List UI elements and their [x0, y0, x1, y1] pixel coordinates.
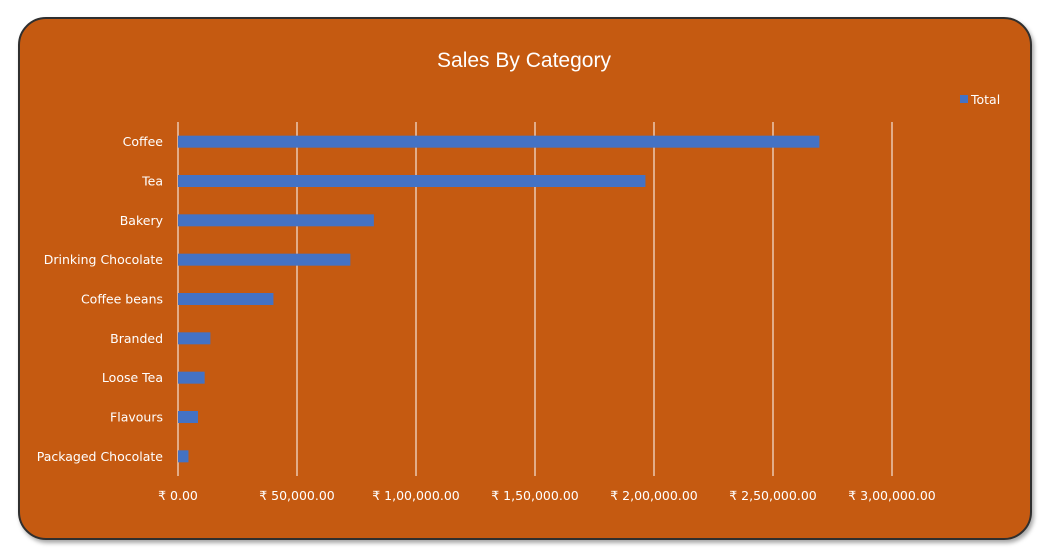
category-label-branded: Branded: [110, 331, 163, 346]
bars: [178, 135, 820, 463]
x-tick-label: ₹ 1,50,000.00: [491, 488, 579, 503]
legend-label-total: Total: [970, 92, 1000, 107]
bar-tea: [178, 175, 646, 187]
x-tick-label: ₹ 2,00,000.00: [610, 488, 698, 503]
x-tick-label: ₹ 50,000.00: [259, 488, 335, 503]
category-label-coffee-beans: Coffee beans: [81, 292, 163, 307]
category-label-loose-tea: Loose Tea: [102, 370, 163, 385]
legend: Total: [960, 92, 1000, 107]
x-axis-tick-labels: ₹ 0.00 ₹ 50,000.00 ₹ 1,00,000.00 ₹ 1,50,000…: [158, 488, 936, 503]
category-label-tea: Tea: [141, 174, 163, 189]
category-label-packaged-chocolate: Packaged Chocolate: [37, 449, 164, 464]
x-tick-label: ₹ 0.00: [158, 488, 198, 503]
category-label-flavours: Flavours: [110, 410, 163, 425]
bar-coffee: [178, 135, 820, 148]
category-label-bakery: Bakery: [120, 213, 164, 228]
x-tick-label: ₹ 1,00,000.00: [372, 488, 460, 503]
legend-swatch-total: [960, 95, 968, 103]
bar-coffee-beans: [178, 293, 274, 305]
bar-branded: [178, 332, 211, 345]
bar-bakery: [178, 214, 374, 227]
chart-title: Sales By Category: [437, 49, 611, 72]
x-tick-label: ₹ 3,00,000.00: [848, 488, 936, 503]
category-labels: Coffee Tea Bakery Drinking Chocolate Coffee …: [37, 134, 164, 464]
bar-loose-tea: [178, 371, 205, 384]
category-label-drinking-chocolate: Drinking Chocolate: [44, 252, 164, 267]
bar-flavours: [178, 411, 198, 423]
bar-packaged-chocolate: [178, 450, 189, 463]
category-label-coffee: Coffee: [123, 134, 164, 149]
x-tick-label: ₹ 2,50,000.00: [729, 488, 817, 503]
bar-drinking-chocolate: [178, 253, 351, 266]
